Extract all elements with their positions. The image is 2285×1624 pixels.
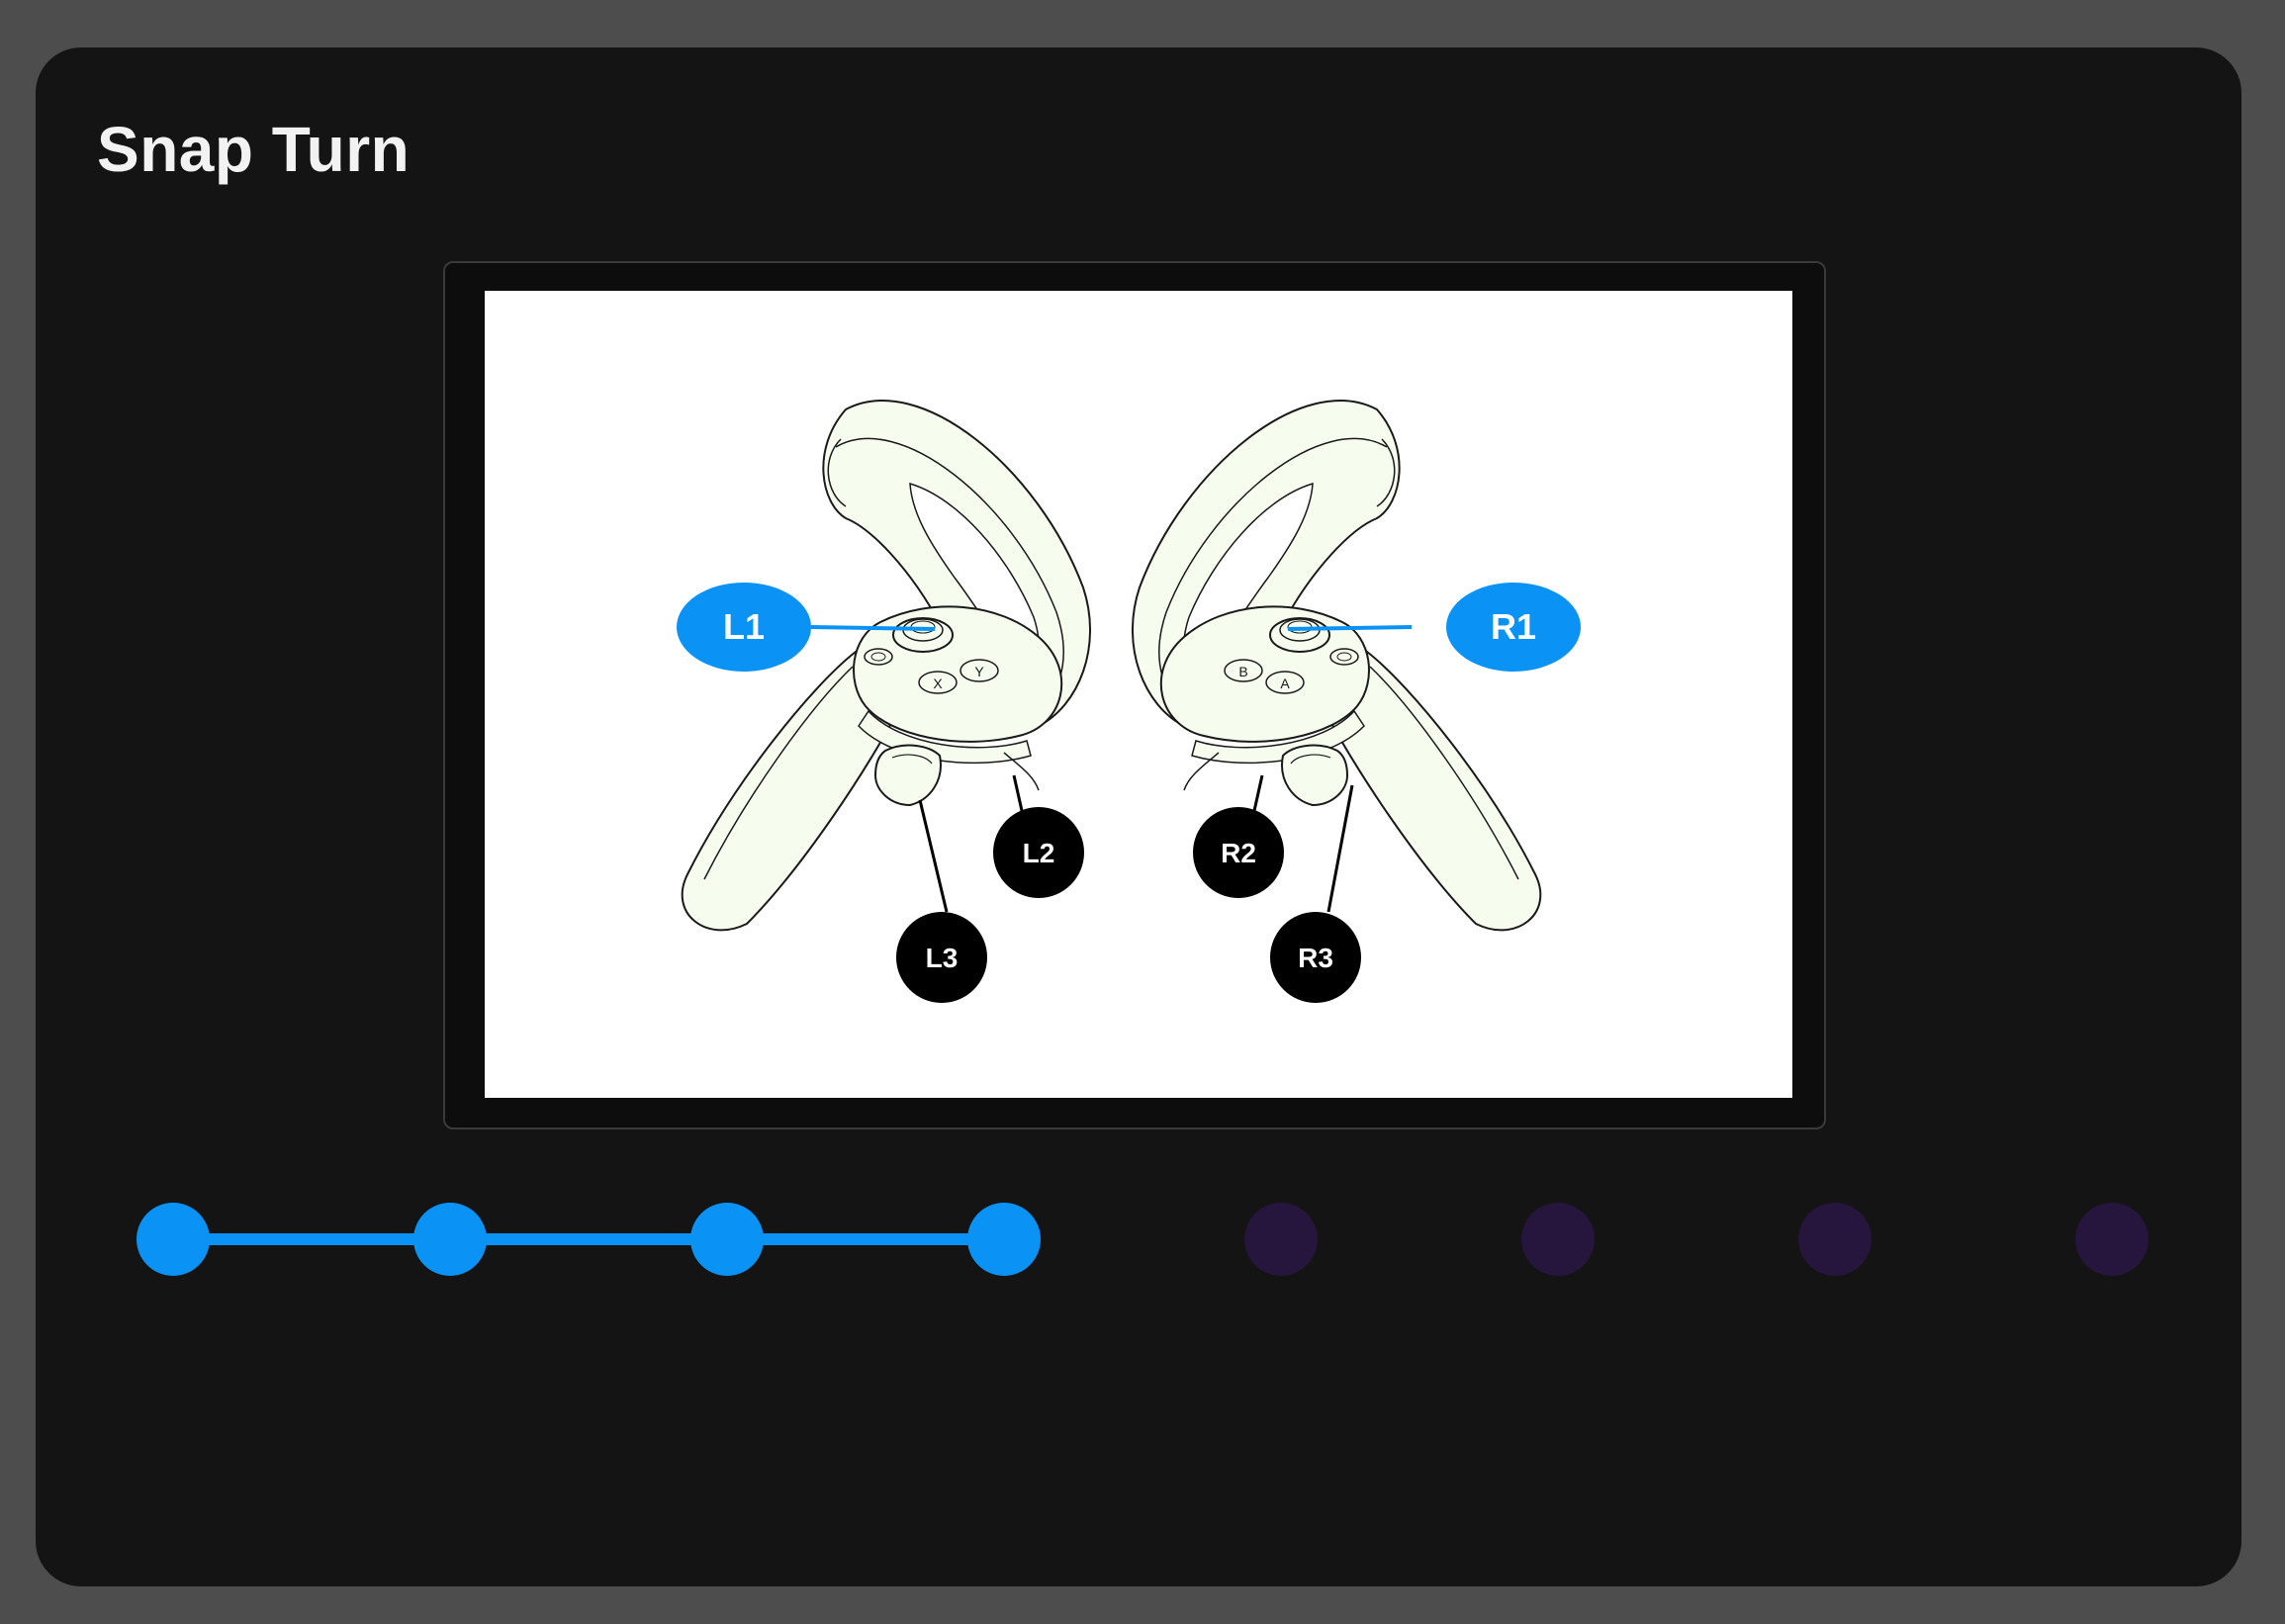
l2-badge: L2: [993, 807, 1084, 898]
diagram-frame: X Y A B: [443, 261, 1826, 1129]
r2-label: R2: [1221, 838, 1256, 868]
progress-step-1-completed[interactable]: [137, 1203, 210, 1276]
l1-badge: L1: [677, 583, 811, 672]
b-button-letter: B: [1238, 664, 1247, 679]
l3-label: L3: [926, 943, 959, 973]
progress-step-8-pending[interactable]: [2075, 1203, 2148, 1276]
r3-leader-line: [1328, 785, 1352, 912]
r1-label: R1: [1491, 606, 1536, 647]
l3-badge: L3: [896, 912, 987, 1003]
x-button-letter: X: [933, 676, 943, 691]
a-button-letter: A: [1280, 676, 1290, 691]
controller-diagram-svg: X Y A B: [485, 291, 1792, 1098]
main-panel: Snap Turn: [36, 47, 2241, 1586]
step-progress-svg: [36, 1200, 2241, 1279]
progress-step-2-completed[interactable]: [413, 1203, 487, 1276]
r1-badge: R1: [1446, 583, 1581, 672]
progress-step-3-completed[interactable]: [690, 1203, 764, 1276]
progress-step-6-pending[interactable]: [1521, 1203, 1595, 1276]
l1-label: L1: [723, 606, 765, 647]
progress-step-5-pending[interactable]: [1244, 1203, 1318, 1276]
r1-leader-line: [1288, 627, 1412, 629]
r2-badge: R2: [1193, 807, 1284, 898]
y-button-letter: Y: [974, 664, 984, 679]
r3-badge: R3: [1270, 912, 1361, 1003]
l2-label: L2: [1023, 838, 1055, 868]
progress-step-7-pending[interactable]: [1798, 1203, 1872, 1276]
progress-step-4-completed[interactable]: [967, 1203, 1041, 1276]
l3-leader-line: [920, 800, 947, 912]
r3-label: R3: [1298, 943, 1333, 973]
step-progress: [36, 1200, 2241, 1279]
page-title: Snap Turn: [97, 113, 410, 186]
l1-leader-line: [811, 627, 935, 629]
controller-diagram: X Y A B: [485, 291, 1792, 1098]
